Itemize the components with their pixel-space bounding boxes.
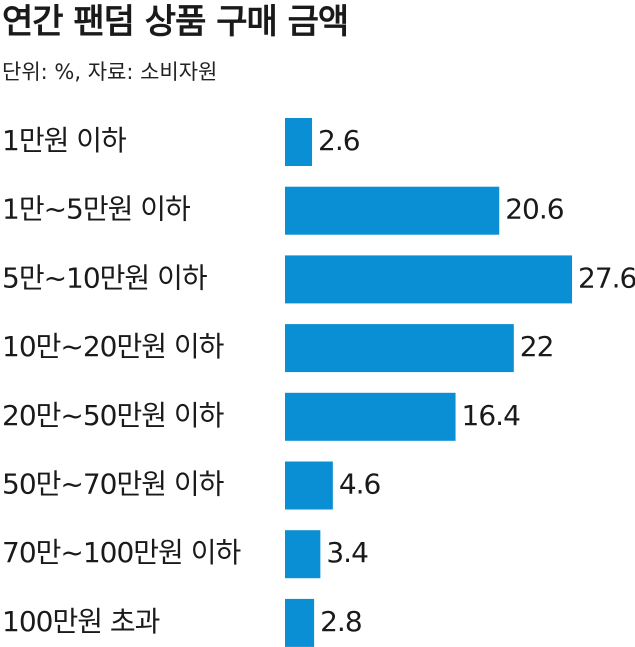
value-label: 3.4 xyxy=(326,536,368,569)
category-label: 70만~100만원 이하 xyxy=(2,536,240,569)
category-label: 1만원 이하 xyxy=(2,124,126,157)
value-label: 4.6 xyxy=(339,468,381,501)
category-label: 50만~70만원 이하 xyxy=(2,468,224,501)
category-label: 1만~5만원 이하 xyxy=(2,193,190,226)
bar xyxy=(285,392,456,441)
value-label: 16.4 xyxy=(462,399,521,432)
bar xyxy=(285,324,514,373)
value-label: 2.8 xyxy=(320,605,362,638)
category-label: 100만원 초과 xyxy=(2,605,160,638)
bar xyxy=(285,598,315,647)
bar xyxy=(285,461,333,510)
category-label: 20만~50만원 이하 xyxy=(2,399,224,432)
category-label: 10만~20만원 이하 xyxy=(2,330,224,363)
value-label: 27.6 xyxy=(578,261,635,294)
bar xyxy=(285,255,573,304)
bar xyxy=(285,530,321,579)
category-label: 5만~10만원 이하 xyxy=(2,261,207,294)
chart-title: 연간 팬덤 상품 구매 금액 xyxy=(2,2,349,42)
bar xyxy=(285,186,500,235)
chart-subtitle: 단위: %, 자료: 소비자원 xyxy=(2,60,218,84)
value-label: 22 xyxy=(520,330,554,363)
value-label: 2.6 xyxy=(318,124,360,157)
bar xyxy=(285,118,313,166)
value-label: 20.6 xyxy=(505,193,564,226)
